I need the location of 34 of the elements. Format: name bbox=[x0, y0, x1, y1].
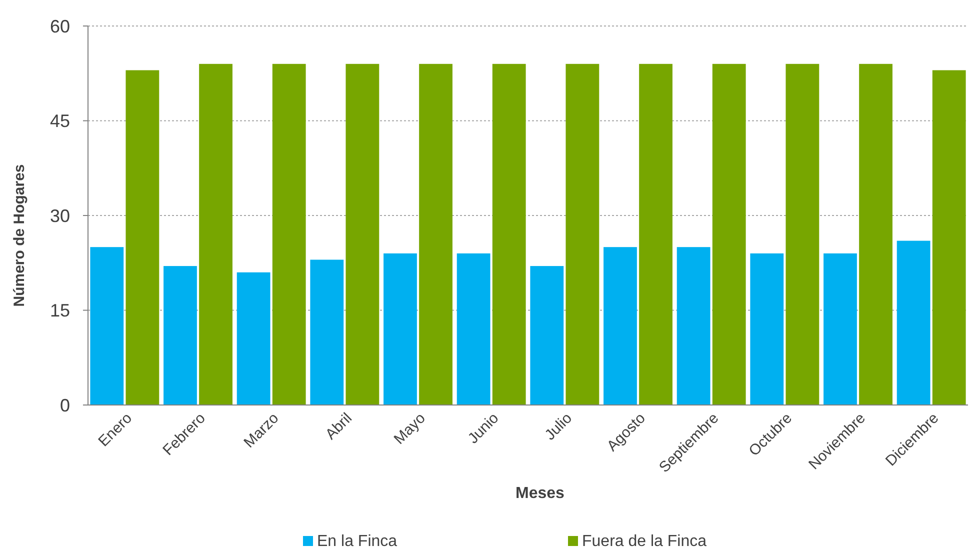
bar bbox=[199, 64, 232, 405]
bar bbox=[896, 240, 930, 405]
bar bbox=[346, 64, 380, 405]
bar bbox=[750, 253, 784, 405]
bar bbox=[456, 253, 490, 405]
bar bbox=[639, 64, 672, 405]
bar bbox=[164, 266, 197, 405]
bar bbox=[786, 64, 820, 405]
bar bbox=[236, 272, 270, 405]
bar bbox=[712, 64, 746, 405]
legend-label: En la Finca bbox=[317, 533, 398, 550]
y-tick-label: 60 bbox=[50, 16, 70, 36]
x-axis-title: Meses bbox=[516, 485, 565, 502]
bar bbox=[126, 70, 160, 405]
bar bbox=[272, 64, 306, 405]
bar bbox=[530, 266, 564, 405]
y-tick-label: 15 bbox=[50, 300, 70, 321]
bar bbox=[90, 247, 124, 405]
bar bbox=[676, 247, 710, 405]
x-tick-label: Julio bbox=[542, 410, 576, 444]
y-tick-label: 45 bbox=[50, 111, 70, 132]
bar bbox=[419, 64, 452, 405]
legend-label: Fuera de la Finca bbox=[582, 533, 707, 550]
bar bbox=[932, 70, 966, 405]
y-tick-label: 0 bbox=[60, 395, 70, 416]
bar bbox=[604, 247, 637, 405]
bar bbox=[492, 64, 526, 405]
bar bbox=[566, 64, 600, 405]
y-axis-title: Número de Hogares bbox=[11, 164, 28, 307]
bar bbox=[824, 253, 857, 405]
bar bbox=[859, 64, 892, 405]
y-tick-label: 30 bbox=[50, 206, 70, 226]
bar bbox=[310, 260, 344, 405]
bar bbox=[384, 253, 417, 405]
